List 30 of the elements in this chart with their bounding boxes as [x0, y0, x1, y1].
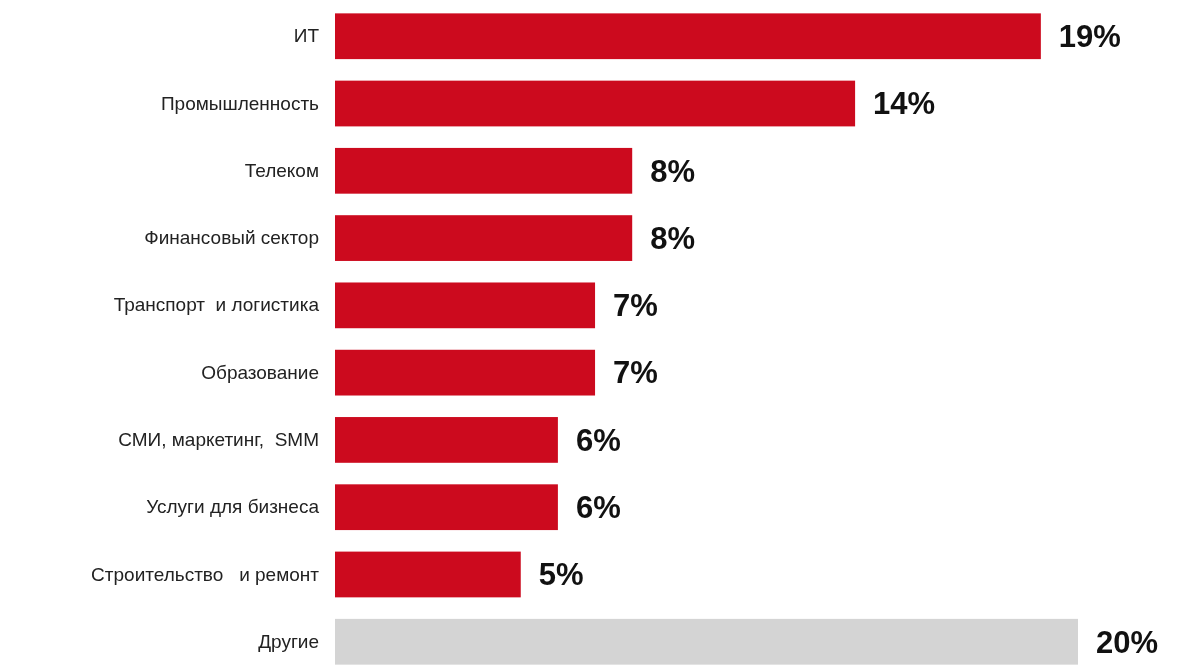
- bar: [335, 13, 1041, 60]
- bar: [335, 349, 596, 396]
- y-tick-label: Строительство и ремонт: [91, 563, 320, 585]
- bar: [335, 215, 633, 261]
- y-tick-label: Образование: [201, 361, 319, 383]
- y-tick-label: Транспорт и логистика: [113, 294, 320, 316]
- bar: [335, 147, 633, 194]
- y-tick-label: Телеком: [244, 159, 319, 181]
- y-tick-label: ИТ: [293, 25, 320, 47]
- y-tick-label: Другие: [258, 630, 319, 652]
- bar: [335, 417, 558, 463]
- data-label: 8%: [650, 153, 696, 189]
- y-tick-label: Услуги для бизнеса: [146, 496, 320, 518]
- bar: [335, 484, 558, 531]
- data-label: 7%: [613, 288, 658, 324]
- data-label: 5%: [538, 557, 584, 593]
- y-tick-label: Финансовый сектор: [144, 227, 319, 249]
- data-label: 6%: [575, 422, 621, 458]
- y-tick-label: СМИ, маркетинг, SMM: [118, 429, 319, 450]
- data-label: 14%: [873, 86, 936, 122]
- bar: [335, 80, 856, 127]
- y-tick-label: Промышленность: [160, 92, 320, 114]
- data-label: 8%: [650, 220, 696, 256]
- data-label: 19%: [1058, 19, 1121, 55]
- data-label: 20%: [1096, 624, 1159, 660]
- data-label: 6%: [575, 490, 621, 526]
- data-label: 7%: [613, 355, 658, 391]
- bar: [335, 618, 1078, 665]
- bar: [335, 551, 521, 598]
- bar: [335, 282, 596, 329]
